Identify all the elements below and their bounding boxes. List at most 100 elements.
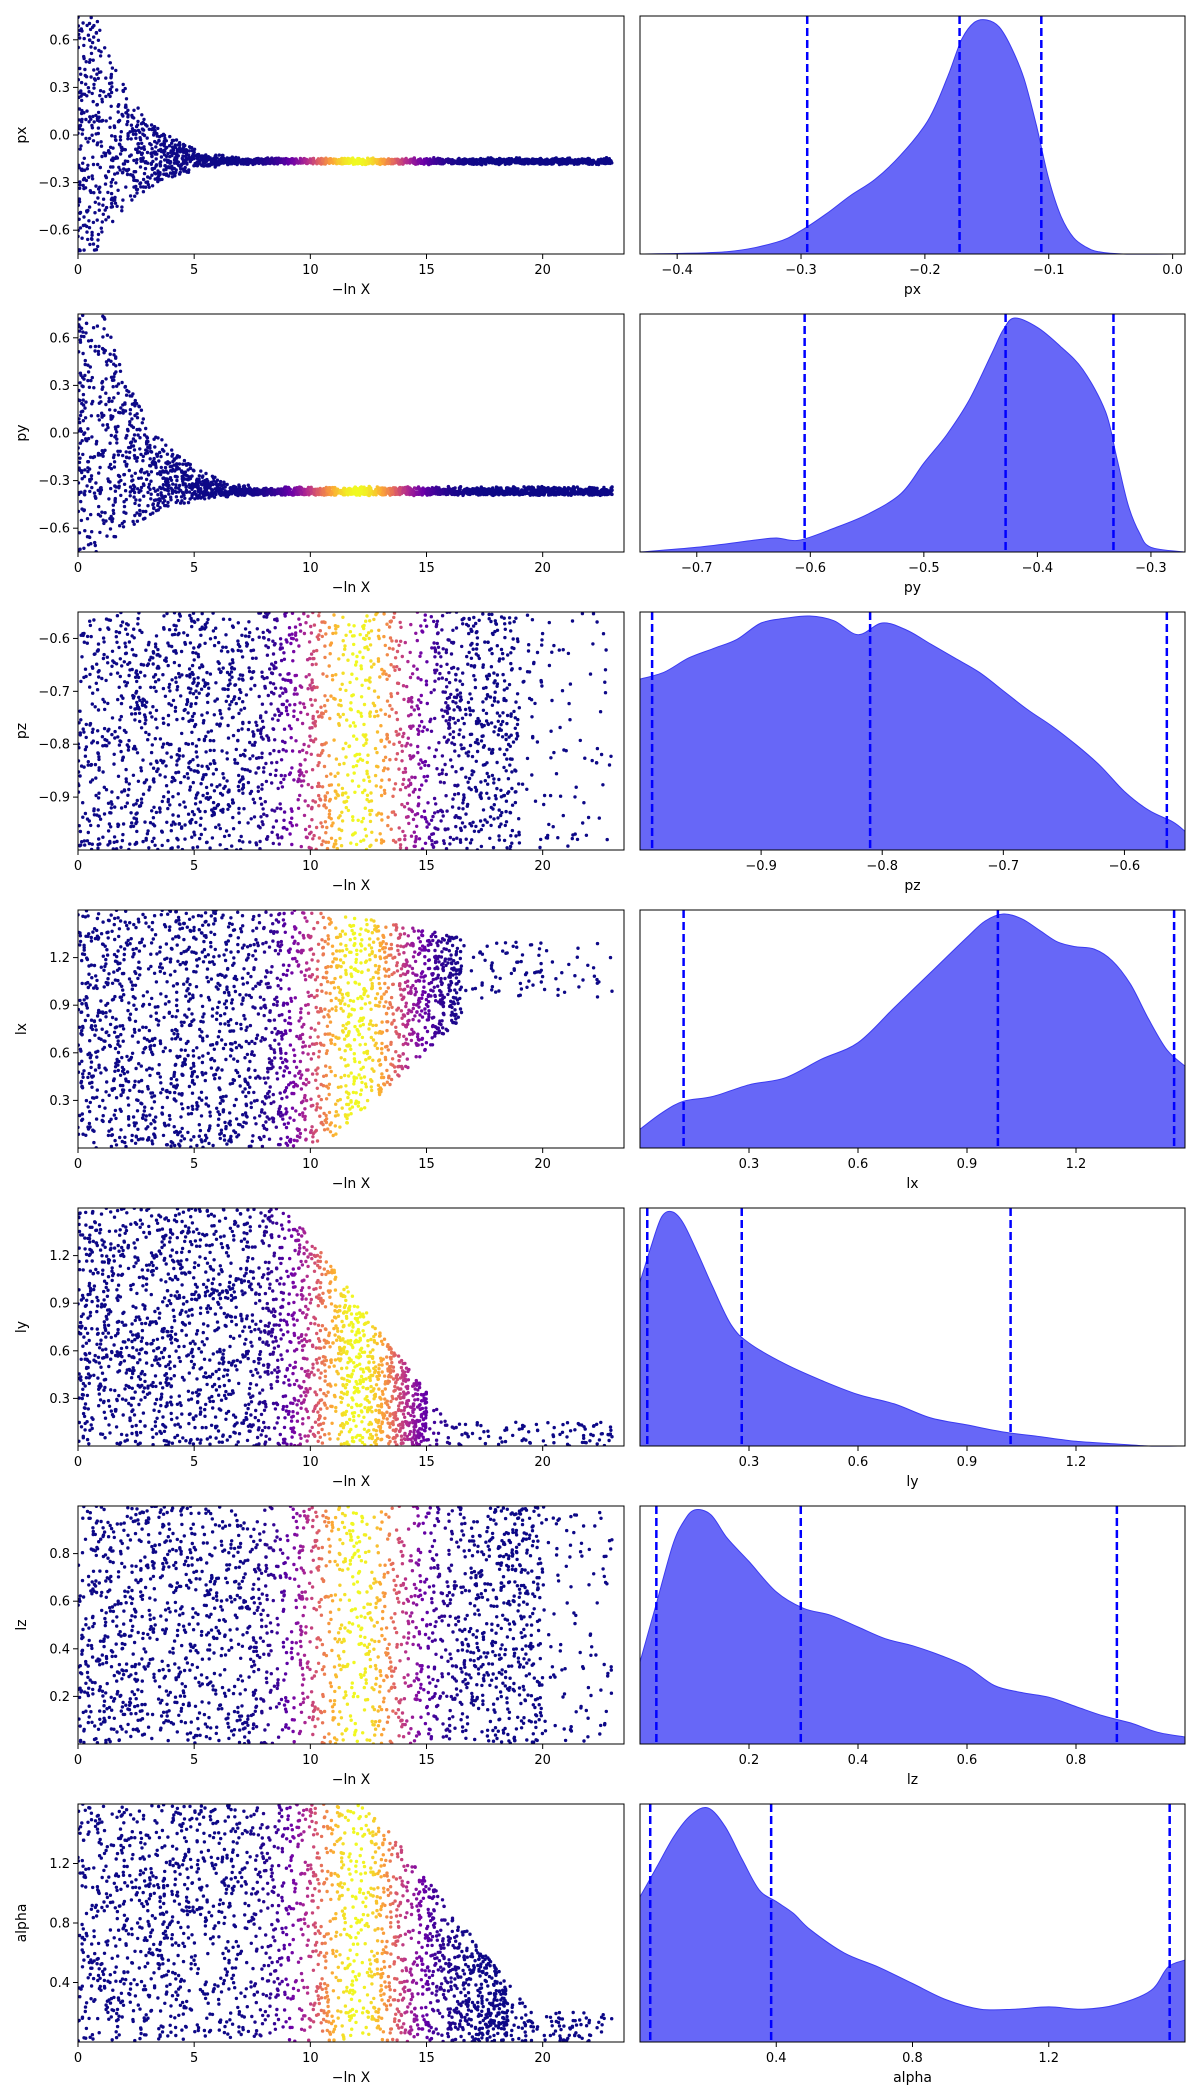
trace-point bbox=[128, 394, 132, 398]
trace-point bbox=[101, 518, 105, 522]
trace-point bbox=[412, 493, 416, 498]
trace-point bbox=[587, 490, 592, 494]
trace-point bbox=[358, 158, 363, 162]
trace-point bbox=[457, 491, 462, 496]
trace-point bbox=[196, 496, 200, 500]
trace-points bbox=[78, 16, 614, 253]
x-tick-label: −0.6 bbox=[795, 561, 827, 576]
trace-point bbox=[362, 492, 367, 497]
trace-point bbox=[229, 157, 233, 162]
trace-point bbox=[260, 160, 264, 165]
trace-point bbox=[98, 491, 102, 496]
trace-point bbox=[104, 119, 108, 123]
trace-point bbox=[212, 713, 216, 717]
trace-point bbox=[381, 158, 386, 162]
trace-point bbox=[135, 187, 140, 192]
trace-point bbox=[121, 408, 125, 412]
trace-point bbox=[268, 160, 273, 164]
trace-point bbox=[173, 474, 177, 479]
trace-point bbox=[495, 492, 499, 496]
trace-point bbox=[125, 122, 129, 127]
trace-point bbox=[351, 818, 355, 822]
trace-point bbox=[174, 495, 179, 499]
trace-point bbox=[101, 770, 105, 774]
trace-point bbox=[401, 490, 405, 494]
trace-point bbox=[163, 149, 167, 153]
trace-point bbox=[312, 489, 317, 493]
trace-point bbox=[82, 215, 86, 219]
axes-frame bbox=[639, 313, 1186, 553]
trace-point bbox=[371, 162, 375, 166]
posterior-density-area bbox=[639, 317, 1186, 553]
trace-point bbox=[458, 487, 462, 491]
trace-point bbox=[101, 451, 105, 455]
trace-point bbox=[134, 184, 138, 189]
trace-point bbox=[128, 420, 132, 424]
trace-point bbox=[115, 171, 120, 175]
trace-point bbox=[161, 496, 166, 500]
trace-point bbox=[108, 462, 113, 467]
trace-point bbox=[190, 149, 195, 153]
trace-point bbox=[159, 454, 163, 459]
trace-point bbox=[609, 492, 613, 496]
trace-point bbox=[376, 486, 381, 491]
trace-point bbox=[92, 68, 96, 72]
trace-point bbox=[80, 439, 84, 443]
trace-point bbox=[524, 491, 528, 495]
trace-point bbox=[87, 205, 92, 209]
trace-point bbox=[421, 487, 426, 492]
trace-point bbox=[159, 160, 163, 164]
trace-point bbox=[142, 147, 147, 152]
trace-point bbox=[132, 490, 137, 495]
trace-point bbox=[113, 372, 117, 376]
trace-point bbox=[78, 420, 82, 425]
trace-point bbox=[186, 478, 190, 482]
trace-point bbox=[79, 429, 84, 433]
trace-point bbox=[538, 156, 543, 161]
trace-point bbox=[96, 642, 101, 646]
trace-point bbox=[87, 385, 92, 389]
y-tick-label: 0.0 bbox=[49, 129, 70, 144]
trace-point bbox=[82, 156, 87, 160]
trace-point bbox=[183, 496, 187, 500]
trace-point bbox=[315, 487, 320, 491]
trace-point bbox=[86, 469, 90, 474]
trace-point bbox=[559, 161, 563, 165]
trace-point bbox=[214, 482, 218, 486]
trace-point bbox=[100, 381, 104, 385]
trace-point bbox=[122, 162, 127, 166]
trace-point bbox=[174, 486, 178, 490]
trace-point bbox=[81, 351, 85, 356]
trace-point bbox=[109, 165, 113, 169]
trace-point bbox=[502, 493, 506, 497]
trace-point bbox=[79, 89, 83, 93]
trace-point bbox=[574, 490, 578, 494]
trace-point bbox=[81, 392, 86, 397]
trace-point bbox=[79, 72, 83, 76]
trace-point bbox=[204, 164, 209, 168]
trace-point bbox=[382, 486, 386, 490]
trace-point bbox=[108, 352, 112, 356]
trace-point bbox=[530, 485, 534, 489]
trace-point bbox=[137, 404, 141, 408]
trace-point bbox=[252, 487, 257, 491]
trace-point bbox=[145, 136, 149, 140]
trace-point bbox=[517, 706, 521, 710]
trace-point bbox=[223, 485, 227, 489]
trace-point bbox=[521, 158, 526, 162]
trace-point bbox=[113, 425, 118, 429]
trace-point bbox=[165, 160, 170, 164]
trace-point bbox=[518, 666, 522, 671]
trace-point bbox=[165, 452, 170, 456]
trace-point bbox=[149, 685, 153, 689]
trace-point bbox=[606, 492, 610, 496]
trace-point bbox=[187, 149, 191, 153]
trace-point bbox=[496, 816, 500, 820]
trace-point bbox=[195, 478, 199, 482]
trace-point bbox=[177, 462, 182, 466]
trace-point bbox=[169, 495, 173, 499]
trace-point bbox=[218, 482, 223, 487]
trace-point bbox=[116, 453, 121, 457]
trace-point bbox=[199, 496, 203, 500]
trace-point bbox=[104, 377, 108, 381]
